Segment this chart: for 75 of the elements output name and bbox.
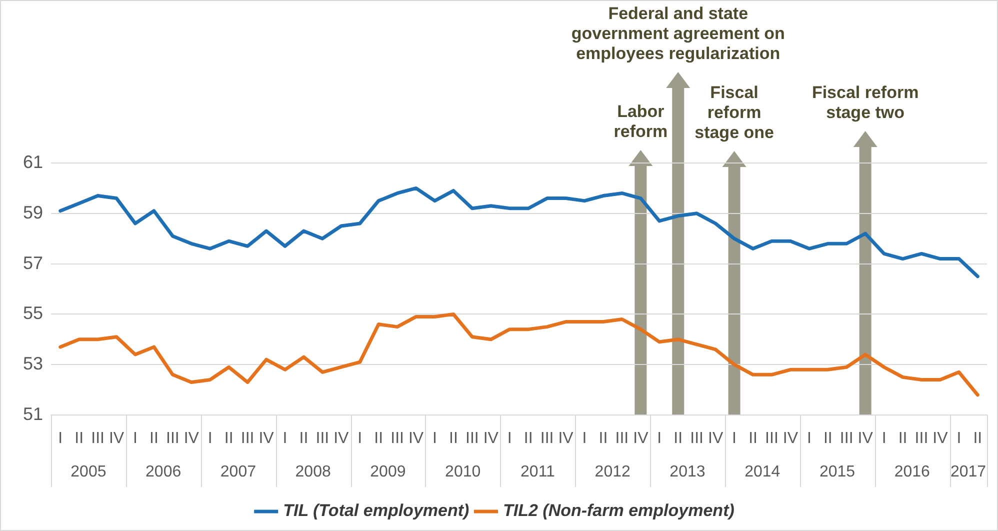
- x-tick-label: II: [524, 430, 533, 448]
- x-tick-label: II: [374, 430, 384, 448]
- x-tick-label: IV: [858, 430, 874, 448]
- y-tick-label: 61: [22, 152, 43, 172]
- x-tick-label: I: [208, 430, 212, 448]
- text: 2017: [950, 463, 986, 480]
- y-tick-label: 51: [22, 404, 43, 424]
- text: 2013: [670, 463, 706, 480]
- x-tick-label: I: [956, 430, 962, 448]
- y-tick-label: 53: [22, 354, 43, 374]
- x-tick-label: III: [765, 430, 778, 448]
- x-tick-label: I: [507, 430, 512, 448]
- y-tick-label: 59: [22, 202, 43, 222]
- x-tick-label: IV: [782, 430, 798, 448]
- x-tick-label: III: [914, 430, 928, 448]
- text: Federal and state government agreement on employees regularization: [571, 4, 785, 64]
- text: 2006: [146, 463, 182, 480]
- text: 2009: [370, 463, 406, 480]
- x-tick-label: I: [133, 430, 138, 448]
- x-tick-label: IV: [108, 430, 124, 448]
- x-tick-label: IV: [258, 430, 274, 448]
- text: Fiscal reform stage two: [812, 83, 919, 122]
- text: 2011: [520, 463, 556, 480]
- x-tick-label: III: [690, 430, 704, 448]
- x-tick-label: II: [449, 430, 458, 448]
- x-tick-label: IV: [558, 430, 574, 448]
- text: 2016: [894, 463, 930, 480]
- x-tick-label: I: [657, 430, 662, 448]
- x-tick-label: II: [674, 430, 683, 448]
- x-tick-label: I: [582, 430, 587, 448]
- text: 2007: [220, 463, 256, 480]
- text: 2008: [295, 463, 331, 480]
- x-tick-label: I: [282, 430, 288, 448]
- x-tick-label: IV: [708, 430, 724, 448]
- x-tick-label: I: [882, 430, 886, 448]
- x-tick-label: I: [732, 430, 737, 448]
- text: 2005: [70, 463, 106, 480]
- text: 2012: [594, 463, 630, 480]
- text: Fiscal reform stage one: [694, 83, 774, 142]
- x-tick-label: II: [973, 430, 982, 448]
- x-tick-label: I: [358, 430, 362, 448]
- x-tick-label: I: [432, 430, 437, 448]
- x-tick-label: II: [74, 430, 84, 448]
- y-tick-label: 55: [22, 303, 43, 324]
- x-tick-label: II: [224, 430, 234, 448]
- x-tick-label: III: [390, 430, 404, 448]
- x-tick-label: I: [58, 430, 63, 448]
- x-tick-label: III: [540, 430, 554, 448]
- x-tick-label: IV: [408, 430, 424, 448]
- legend-label: TIL (Total employment): [283, 501, 470, 520]
- x-tick-label: II: [898, 430, 908, 448]
- x-tick-label: II: [823, 430, 832, 448]
- x-tick-label: III: [166, 430, 180, 448]
- text: Labor reform: [614, 102, 668, 142]
- x-tick-label: IV: [184, 430, 200, 448]
- x-tick-label: III: [840, 430, 854, 448]
- x-tick-label: II: [598, 430, 608, 448]
- x-tick-label: II: [299, 430, 308, 448]
- x-tick-label: IV: [932, 430, 948, 448]
- x-tick-label: III: [316, 430, 330, 448]
- legend-label: TIL2 (Non-farm employment): [502, 501, 735, 520]
- x-tick-label: III: [466, 430, 479, 448]
- x-tick-label: II: [748, 430, 758, 448]
- x-tick-label: IV: [633, 430, 649, 448]
- text: 2014: [744, 463, 780, 480]
- x-tick-label: II: [150, 430, 158, 448]
- x-tick-label: IV: [483, 430, 499, 448]
- x-tick-label: I: [806, 430, 812, 448]
- x-tick-label: III: [91, 430, 104, 448]
- x-tick-label: IV: [334, 430, 350, 448]
- x-tick-label: III: [615, 430, 629, 448]
- text: 2015: [819, 463, 856, 480]
- text: 2010: [445, 463, 481, 480]
- x-tick-label: III: [240, 430, 254, 448]
- y-tick-label: 57: [22, 252, 43, 273]
